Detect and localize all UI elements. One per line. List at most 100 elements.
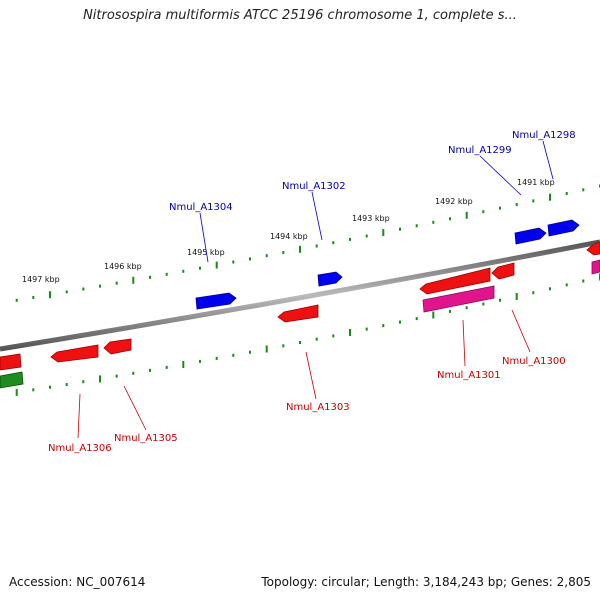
scale-minor-tick: [132, 371, 135, 375]
leader-line: [123, 385, 147, 431]
scale-minor-tick: [482, 302, 485, 306]
scale-minor-tick: [115, 281, 118, 285]
scale-minor-tick: [115, 374, 118, 378]
scale-label: 1492 kbp: [435, 197, 473, 206]
scale-minor-tick: [315, 337, 318, 341]
scale-minor-tick: [432, 220, 435, 224]
scale-minor-tick: [399, 227, 401, 231]
scale-major-tick: [15, 388, 18, 396]
scale-minor-tick: [415, 224, 418, 228]
gene-edge-red-right[interactable]: [586, 241, 600, 256]
scale-label: 1497 kbp: [22, 275, 60, 284]
gene-edge-green-left[interactable]: [0, 371, 24, 389]
gene-nmul-a1305[interactable]: [103, 338, 132, 355]
gene-edge-red-left[interactable]: [0, 353, 22, 371]
scale-minor-tick: [149, 368, 151, 372]
scale-minor-tick: [265, 254, 268, 258]
genome-info-text: Topology: circular; Length: 3,184,243 bp…: [261, 575, 591, 589]
gene-label-nmul-a1299[interactable]: Nmul_A1299: [448, 145, 512, 156]
scale-label: 1495 kbp: [187, 248, 225, 257]
scale-major-tick: [215, 261, 218, 269]
leader-line: [199, 212, 209, 263]
scale-minor-tick: [582, 279, 585, 283]
scale-minor-tick: [249, 350, 251, 354]
leader-line: [311, 191, 323, 241]
scale-major-tick: [382, 229, 385, 237]
scale-major-tick: [99, 375, 101, 383]
scale-major-tick: [49, 291, 51, 299]
accession-text: Accession: NC_007614: [9, 575, 146, 589]
gene-label-nmul-a1302[interactable]: Nmul_A1302: [282, 181, 346, 192]
scale-minor-tick: [82, 287, 85, 291]
scale-minor-tick: [515, 203, 518, 206]
gene-nmul-a1301[interactable]: [419, 267, 491, 295]
scale-minor-tick: [382, 324, 385, 328]
gene-label-nmul-a1304[interactable]: Nmul_A1304: [169, 202, 233, 213]
leader-line: [542, 140, 554, 180]
leader-line: [511, 309, 531, 353]
gene-label-nmul-a1300[interactable]: Nmul_A1300: [502, 356, 566, 367]
gene-edge-pink-right[interactable]: [591, 259, 600, 275]
scale-minor-tick: [82, 380, 85, 384]
scale-labels: 1497 kbp 1496 kbp 1495 kbp 1494 kbp 1493…: [22, 178, 555, 284]
scale-minor-tick: [499, 206, 501, 210]
gene-nmul-a1302[interactable]: [317, 271, 343, 287]
gene-label-nmul-a1303[interactable]: Nmul_A1303: [286, 402, 350, 413]
scale-minor-tick: [65, 290, 68, 294]
gene-label-nmul-a1306[interactable]: Nmul_A1306: [48, 443, 112, 454]
scale-major-tick: [132, 276, 135, 284]
scale-minor-tick: [532, 199, 535, 203]
scale-label: 1494 kbp: [270, 232, 308, 241]
scale-minor-tick: [199, 266, 201, 270]
scale-minor-tick: [32, 296, 35, 299]
gene-nmul-a1299[interactable]: [514, 227, 547, 245]
scale-minor-tick: [149, 275, 151, 279]
scale-minor-tick: [232, 353, 235, 357]
scale-minor-tick: [415, 317, 418, 321]
scale-label: 1493 kbp: [352, 214, 390, 223]
gene-label-nmul-a1298[interactable]: Nmul_A1298: [512, 130, 576, 141]
gene-rna-track[interactable]: [422, 285, 495, 313]
scale-major-tick: [299, 245, 301, 253]
scale-major-tick: [265, 345, 268, 353]
scale-minor-tick: [182, 269, 185, 273]
reverse-strand-genes: [0, 241, 600, 389]
gene-nmul-a1298[interactable]: [547, 219, 580, 237]
scale-label: 1491 kbp: [517, 178, 555, 187]
scale-minor-tick: [282, 251, 285, 254]
scale-minor-tick: [399, 320, 401, 324]
gene-label-nmul-a1301[interactable]: Nmul_A1301: [437, 370, 501, 381]
scale-minor-tick: [549, 287, 551, 291]
scale-minor-tick: [582, 188, 585, 192]
scale-minor-tick: [299, 341, 301, 344]
scale-minor-tick: [99, 284, 101, 288]
leader-line: [77, 393, 81, 439]
scale-minor-tick: [332, 334, 335, 338]
gene-nmul-a1306[interactable]: [50, 344, 99, 363]
scale-major-tick: [515, 293, 518, 300]
leader-line: [305, 351, 317, 400]
scale-minor-tick: [365, 234, 368, 238]
forward-strand-genes: [195, 219, 580, 310]
scale-major-tick: [432, 311, 435, 319]
scale-minor-tick: [365, 327, 368, 331]
scale-minor-tick: [232, 260, 235, 264]
scale-minor-tick: [482, 210, 485, 214]
leader-line: [462, 319, 466, 367]
scale-minor-tick: [349, 237, 351, 241]
scale-minor-tick: [249, 257, 251, 261]
scale-minor-tick: [32, 388, 35, 392]
gene-nmul-a1304[interactable]: [195, 292, 237, 310]
map-title: Nitrosospira multiformis ATCC 25196 chro…: [83, 8, 517, 23]
scale-minor-tick: [49, 385, 51, 389]
gene-nmul-a1303[interactable]: [277, 304, 319, 323]
scale-minor-tick: [449, 309, 451, 313]
label-leaders: [77, 140, 554, 439]
scale-minor-tick: [332, 241, 335, 245]
leader-line: [479, 155, 522, 196]
gene-label-nmul-a1305[interactable]: Nmul_A1305: [114, 433, 178, 444]
scale-minor-tick: [532, 291, 535, 295]
gene-nmul-a1300[interactable]: [491, 262, 515, 280]
